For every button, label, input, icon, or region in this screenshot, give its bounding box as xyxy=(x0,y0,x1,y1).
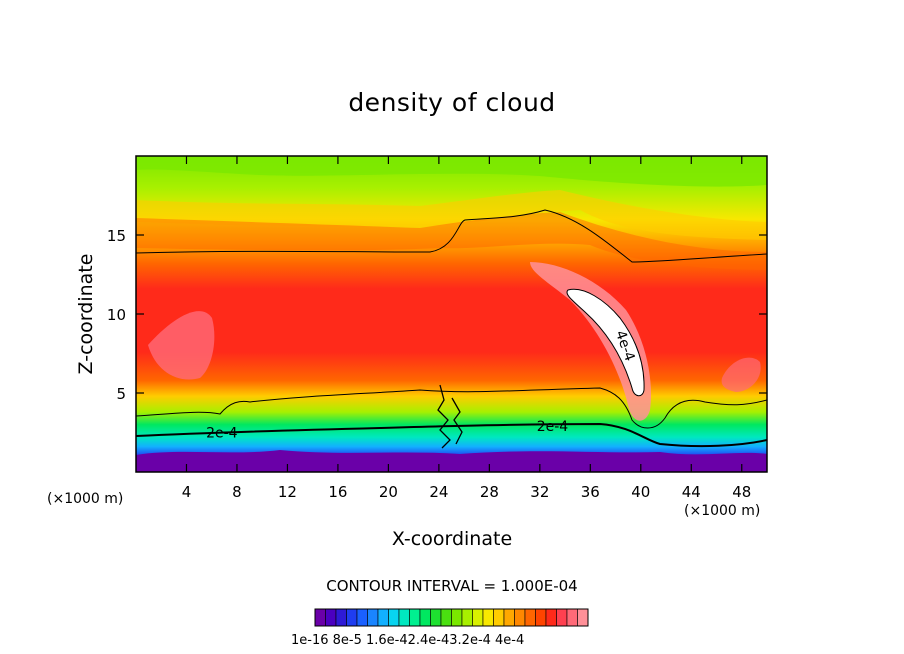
colorbar-swatch xyxy=(545,608,557,627)
convective-noise-contour xyxy=(437,384,463,449)
x-tick-label: 12 xyxy=(278,483,297,501)
colorbar-swatch xyxy=(472,608,484,627)
colorbar-swatch xyxy=(514,608,526,627)
x-unit-right: (×1000 m) xyxy=(684,503,761,519)
x-tick-label: 40 xyxy=(631,483,650,501)
upper-2e-4-contour xyxy=(136,209,767,263)
colorbar-swatch xyxy=(335,608,347,627)
y-tick-label: 15 xyxy=(107,227,126,245)
orange-upper-region xyxy=(136,212,767,270)
bottom-noise-band xyxy=(136,450,767,472)
x-ticks: 4 8 12 16 20 24 28 32 36 40 44 48 xyxy=(182,156,751,501)
green-top-region xyxy=(136,156,767,187)
colorbar-swatch xyxy=(419,608,431,627)
pink-left-patch xyxy=(148,311,215,380)
y-ticks: 5 10 15 xyxy=(107,227,767,403)
chart-title: density of cloud xyxy=(348,88,556,117)
x-unit-left: (×1000 m) xyxy=(47,491,124,507)
colorbar-swatch xyxy=(451,608,463,627)
lower-2e-4-contour xyxy=(136,422,767,448)
contour-label: 2e-4 xyxy=(206,426,238,442)
colorbar-frame xyxy=(314,608,589,627)
colorbar-swatch xyxy=(367,608,379,627)
x-tick-label: 4 xyxy=(182,483,192,501)
colorbar-swatch xyxy=(524,608,536,627)
x-tick-label: 36 xyxy=(581,483,600,501)
colorbar-swatch xyxy=(346,608,358,627)
pink-core-region xyxy=(530,262,651,421)
x-tick-label: 32 xyxy=(530,483,549,501)
mid-contour xyxy=(136,387,767,429)
colorbar-swatch xyxy=(440,608,452,627)
x-tick-label: 16 xyxy=(328,483,347,501)
x-tick-label: 48 xyxy=(732,483,751,501)
colorbar xyxy=(314,608,589,627)
x-tick-label: 24 xyxy=(429,483,448,501)
pink-right-patch xyxy=(721,357,761,392)
colorbar-swatch xyxy=(556,608,568,627)
y-tick-label: 10 xyxy=(107,306,126,324)
colorbar-swatch xyxy=(493,608,505,627)
x-axis-label: X-coordinate xyxy=(391,528,513,550)
x-tick-label: 28 xyxy=(480,483,499,501)
contour-labels: 2e-4 2e-44e-4 xyxy=(206,328,638,441)
colorbar-swatch xyxy=(325,608,337,627)
colorbar-swatch xyxy=(398,608,410,627)
colorbar-swatch xyxy=(577,608,589,627)
colorbar-labels: 1e-16 8e-5 1.6e-42.4e-43.2e-4 4e-4 xyxy=(291,633,525,648)
x-tick-label: 44 xyxy=(682,483,701,501)
colorbar-swatch xyxy=(409,608,421,627)
colorbar-swatch xyxy=(535,608,547,627)
x-tick-label: 8 xyxy=(232,483,242,501)
colorbar-swatch xyxy=(388,608,400,627)
yellow-band-region xyxy=(136,190,767,240)
colorbar-swatch xyxy=(430,608,442,627)
colorbar-swatch xyxy=(482,608,494,627)
contour-interval-text: CONTOUR INTERVAL = 1.000E-04 xyxy=(326,577,578,595)
colorbar-swatch xyxy=(377,608,389,627)
max-density-white-region xyxy=(566,288,645,397)
contour-label: 2e-4 xyxy=(537,419,569,435)
colorbar-swatch xyxy=(503,608,515,627)
colorbar-swatch xyxy=(461,608,473,627)
x-tick-label: 20 xyxy=(379,483,398,501)
colorbar-swatch xyxy=(356,608,368,627)
y-tick-label: 5 xyxy=(116,385,126,403)
colorbar-swatch xyxy=(566,608,578,627)
colorbar-swatch xyxy=(314,608,326,627)
